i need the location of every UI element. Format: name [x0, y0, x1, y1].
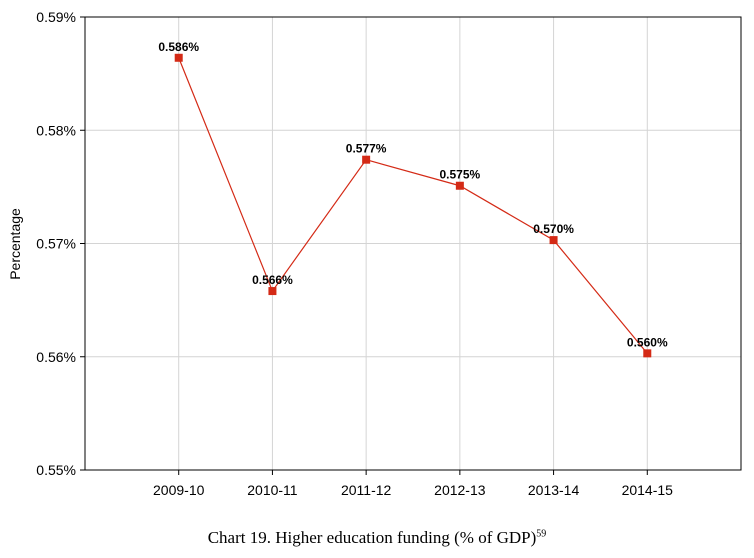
y-tick-label: 0.58% — [36, 122, 76, 138]
data-point-marker — [549, 236, 558, 245]
data-point-marker — [362, 155, 371, 164]
y-tick-label: 0.57% — [36, 236, 76, 252]
x-tick-label: 2010-11 — [247, 482, 298, 498]
data-point-marker — [268, 287, 277, 296]
series-line — [178, 57, 648, 354]
y-axis-ticks: 0.55% 0.56% 0.57% 0.58% 0.59% — [36, 9, 85, 478]
caption-footnote: 59 — [536, 528, 547, 540]
caption-text: Chart 19. Higher education funding (% of… — [207, 528, 537, 547]
x-tick-label: 2011-12 — [341, 482, 392, 498]
data-value-label: 0.575% — [440, 168, 481, 182]
x-tick-label: 2009-10 — [153, 482, 205, 498]
data-markers — [174, 53, 652, 358]
data-value-label: 0.586% — [158, 40, 199, 54]
data-point-marker — [174, 53, 183, 62]
data-labels: 0.586% 0.566% 0.577% 0.575% 0.570% 0.560% — [158, 40, 668, 350]
y-tick-label: 0.59% — [36, 9, 76, 25]
x-tick-label: 2012-13 — [434, 482, 486, 498]
y-tick-label: 0.56% — [36, 349, 76, 365]
data-value-label: 0.560% — [627, 335, 668, 349]
data-value-label: 0.577% — [346, 142, 387, 156]
y-tick-label: 0.55% — [36, 462, 76, 478]
y-axis-title: Percentage — [7, 208, 23, 280]
data-value-label: 0.570% — [533, 222, 574, 236]
line-chart: 0.55% 0.56% 0.57% 0.58% 0.59% 2009-10 2010-11… — [7, 9, 742, 498]
data-value-label: 0.566% — [252, 273, 293, 287]
data-point-marker — [643, 349, 652, 358]
grid-lines — [85, 16, 741, 471]
data-point-marker — [455, 181, 464, 190]
x-tick-label: 2014-15 — [622, 482, 674, 498]
chart-caption: Chart 19. Higher education funding (% of… — [0, 528, 754, 548]
x-tick-label: 2013-14 — [528, 482, 580, 498]
x-axis-ticks: 2009-10 2010-11 2011-12 2012-13 2013-14 2014-… — [153, 470, 673, 498]
